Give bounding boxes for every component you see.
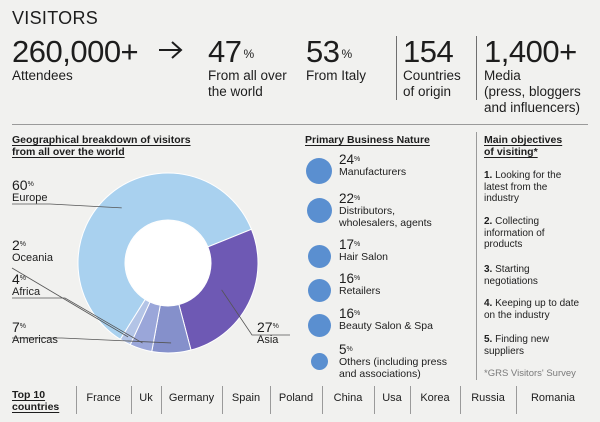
country-divider — [460, 386, 461, 414]
donut-hole — [125, 220, 211, 306]
stat-attendees-label: Attendees — [12, 68, 73, 83]
country-item: Russia — [471, 392, 505, 404]
business-bubble — [307, 313, 331, 337]
business-bubble — [307, 278, 331, 302]
stat-italy-label: From Italy — [306, 68, 367, 83]
divider — [476, 36, 477, 100]
geo-title-1: Geographical breakdown of visitors — [12, 134, 191, 146]
label-oceania: 2% Oceania — [12, 237, 53, 264]
arrow-right-icon — [159, 41, 183, 59]
stat-media-label-3: and influencers) — [484, 100, 581, 115]
stat-world-label-2: the world — [208, 84, 263, 99]
business-bubble — [306, 197, 332, 223]
section-divider — [12, 124, 588, 125]
country-divider — [131, 386, 132, 414]
country-item: Uk — [139, 392, 153, 404]
business-item: 22% Distributors, wholesalers, agents — [339, 191, 432, 229]
business-bubble — [310, 352, 328, 370]
country-divider — [270, 386, 271, 414]
country-divider — [161, 386, 162, 414]
stat-attendees-value: 260,000+ — [12, 34, 139, 69]
business-item: 5% Others (including press and association… — [339, 342, 447, 380]
country-divider — [322, 386, 323, 414]
country-divider — [410, 386, 411, 414]
stat-media-value: 1,400+ — [484, 34, 577, 69]
country-divider — [374, 386, 375, 414]
business-bubble — [307, 244, 331, 268]
donut-chart — [11, 172, 290, 354]
label-asia: 27% Asia — [257, 319, 279, 346]
page-title: VISITORS — [12, 8, 99, 28]
business-item: 17% Hair Salon — [339, 237, 389, 263]
leader-africa — [12, 297, 143, 344]
stat-world-value: 47% — [208, 34, 255, 69]
label-americas: 7% Americas — [12, 319, 58, 346]
stat-italy-value: 53% — [306, 34, 353, 69]
objectives-title-1: Main objectives — [484, 134, 563, 146]
leader-asia — [221, 289, 290, 336]
objective-item: 3. Starting negotiations — [484, 264, 538, 287]
countries-title-1: Top 10 — [12, 389, 46, 401]
leader-oceania — [11, 267, 129, 338]
country-divider — [222, 386, 223, 414]
objective-item: 2. Collecting information of products — [484, 216, 545, 250]
business-item: 16% Beauty Salon & Spa — [339, 306, 433, 332]
donut-slice-asia — [178, 228, 259, 351]
donut-slice-europe — [77, 172, 253, 341]
leader-americas — [12, 337, 172, 344]
leader-europe — [12, 203, 122, 209]
country-item: Usa — [382, 392, 402, 404]
objectives-title-2: of visiting* — [484, 146, 538, 158]
divider — [396, 36, 397, 100]
stat-countries-label-2: of origin — [403, 84, 452, 99]
stat-countries-value: 154 — [403, 34, 454, 69]
business-item: 16% Retailers — [339, 271, 381, 297]
country-item: Romania — [530, 392, 576, 404]
countries-title-2: countries — [12, 401, 60, 413]
country-item: Germany — [168, 392, 215, 404]
survey-note: *GRS Visitors' Survey — [484, 368, 576, 379]
label-africa: 4% Africa — [12, 271, 41, 298]
country-item: China — [333, 392, 363, 404]
donut-slice-oceania — [119, 298, 151, 346]
stat-world-label-1: From all over — [208, 68, 287, 83]
business-bubble — [306, 158, 332, 184]
objective-item: 4. Keeping up to date on the industry — [484, 298, 580, 321]
country-item: Poland — [278, 392, 314, 404]
country-item: Spain — [231, 392, 261, 404]
geo-title-2: from all over the world — [12, 146, 125, 158]
stat-countries-label-1: Countries — [403, 68, 461, 83]
objective-item: 1. Looking for the latest from the indust… — [484, 170, 562, 204]
stat-media-label-2: (press, bloggers — [484, 84, 581, 99]
business-item: 24% Manufacturers — [339, 152, 407, 178]
country-divider — [516, 386, 517, 414]
label-europe: 60% Europe — [12, 177, 48, 204]
objective-item: 5. Finding new suppliers — [484, 334, 550, 357]
business-title: Primary Business Nature — [305, 134, 430, 146]
country-divider — [76, 386, 77, 414]
country-item: France — [86, 392, 121, 404]
country-item: Korea — [420, 392, 450, 404]
divider — [476, 132, 477, 380]
stat-media-label-1: Media — [484, 68, 521, 83]
